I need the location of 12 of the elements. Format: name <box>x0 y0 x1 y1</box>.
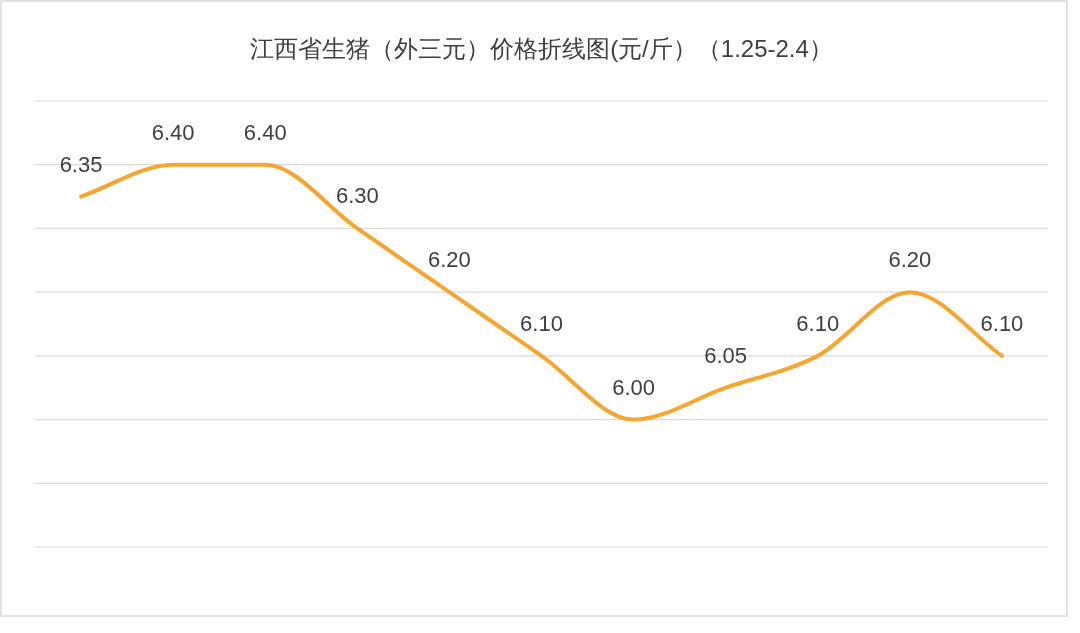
data-label: 6.40 <box>243 119 287 145</box>
data-label: 6.10 <box>520 310 563 336</box>
data-label: 6.00 <box>612 374 655 400</box>
data-label: 6.20 <box>428 247 471 273</box>
data-label: 6.10 <box>980 310 1024 336</box>
data-label: 6.35 <box>59 151 103 177</box>
data-label: 6.30 <box>335 183 379 209</box>
data-label: 6.40 <box>151 119 195 145</box>
data-label: 6.05 <box>704 342 748 368</box>
chart-title: 江西省生猪（外三元）价格折线图(元/斤）（1.25-2.4） <box>250 35 833 62</box>
data-label: 6.10 <box>796 310 840 336</box>
data-label: 6.20 <box>888 247 932 273</box>
